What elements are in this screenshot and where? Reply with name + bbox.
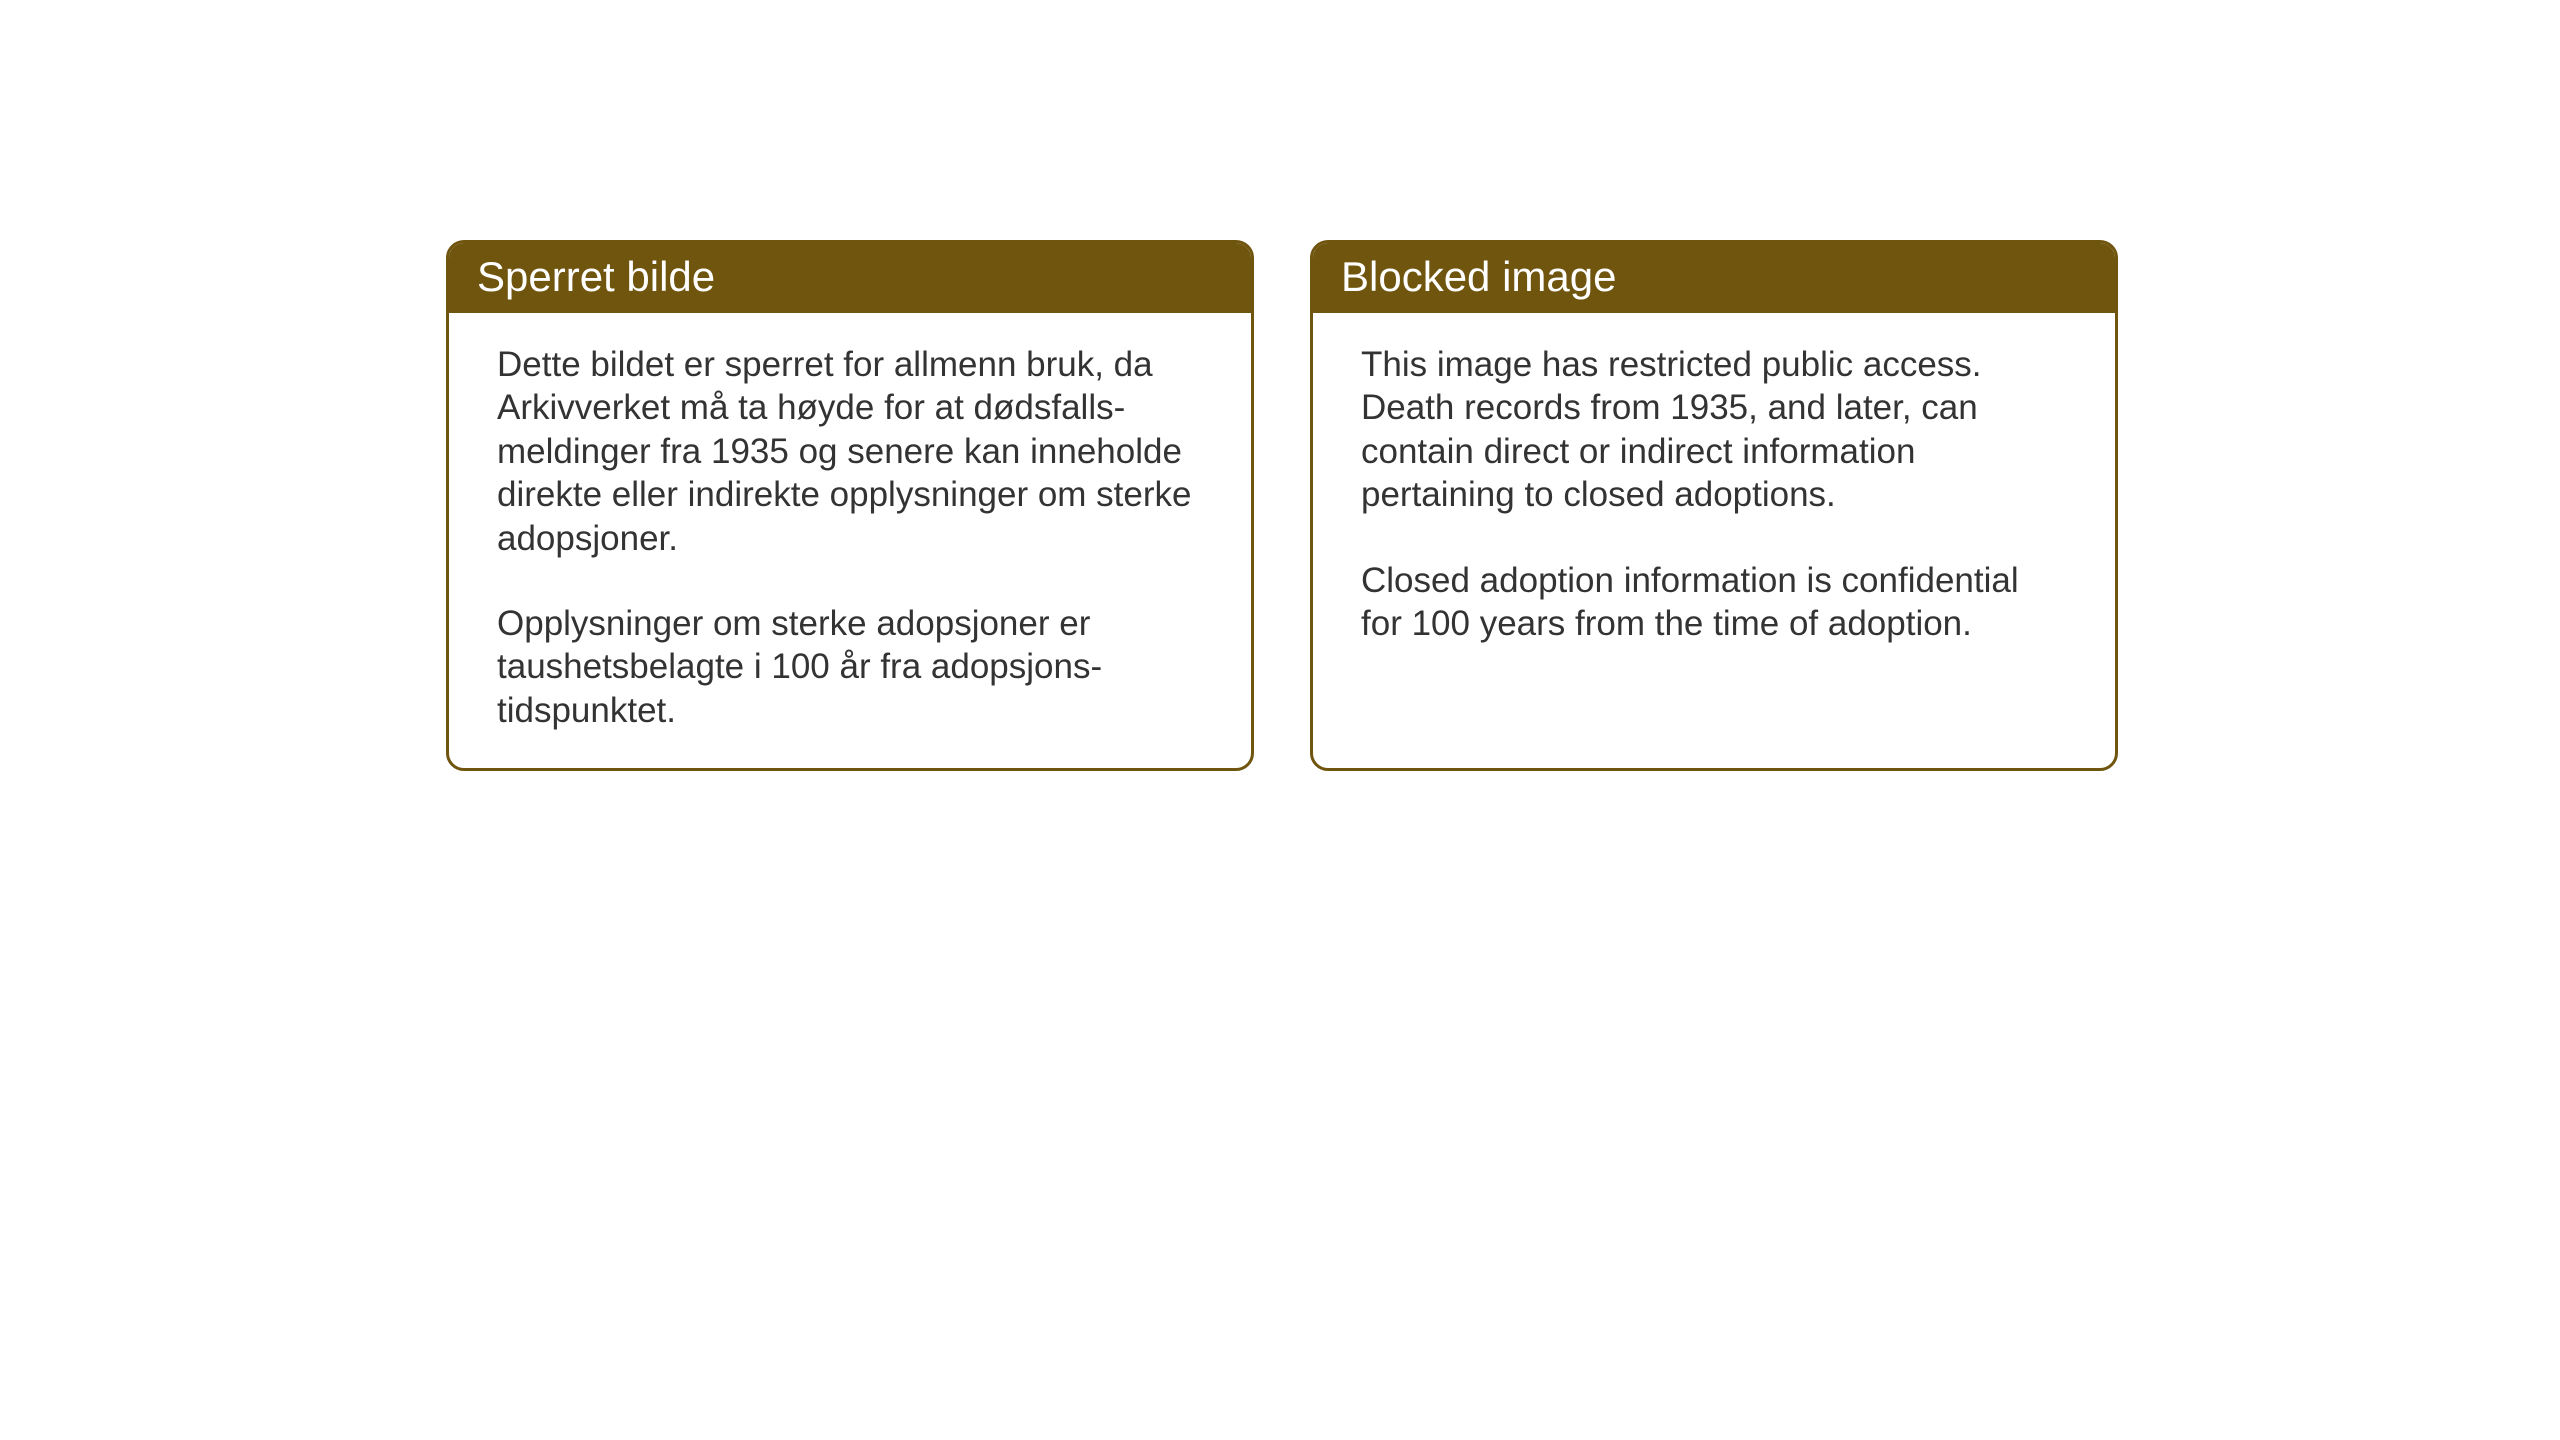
norwegian-card-body: Dette bildet er sperret for allmenn bruk… (449, 313, 1251, 768)
english-card-body: This image has restricted public access.… (1313, 313, 2115, 681)
english-notice-card: Blocked image This image has restricted … (1310, 240, 2118, 771)
norwegian-paragraph-2: Opplysninger om sterke adopsjoner er tau… (497, 602, 1203, 732)
norwegian-card-title: Sperret bilde (449, 243, 1251, 313)
norwegian-notice-card: Sperret bilde Dette bildet er sperret fo… (446, 240, 1254, 771)
norwegian-paragraph-1: Dette bildet er sperret for allmenn bruk… (497, 343, 1203, 560)
notice-container: Sperret bilde Dette bildet er sperret fo… (446, 240, 2118, 771)
english-paragraph-1: This image has restricted public access.… (1361, 343, 2067, 517)
english-paragraph-2: Closed adoption information is confident… (1361, 559, 2067, 646)
english-card-title: Blocked image (1313, 243, 2115, 313)
